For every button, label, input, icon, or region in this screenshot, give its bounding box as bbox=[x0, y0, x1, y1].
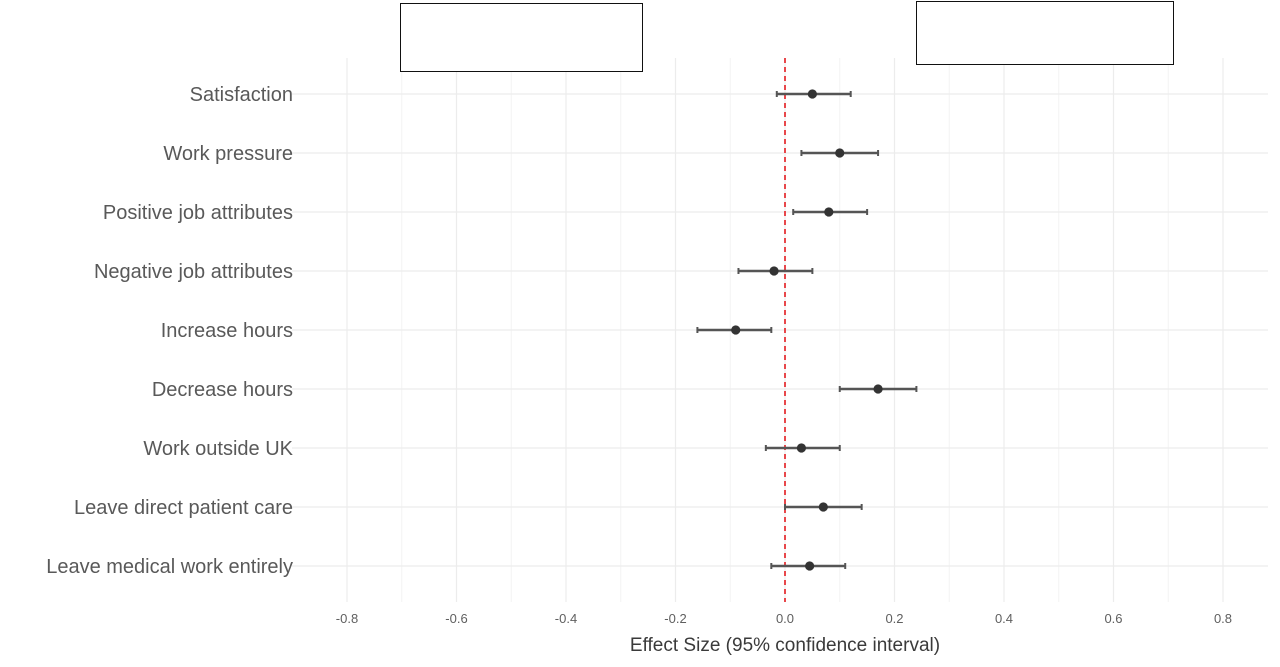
x-axis-title: Effect Size (95% confidence interval) bbox=[630, 635, 940, 656]
category-label: Leave medical work entirely bbox=[46, 556, 293, 578]
category-label: Work pressure bbox=[163, 143, 293, 165]
labels-layer: Satisfaction Work pressure Positive job at… bbox=[46, 84, 1232, 626]
estimate-point bbox=[805, 561, 815, 571]
x-tick-label: -0.2 bbox=[664, 611, 686, 626]
category-label: Positive job attributes bbox=[103, 202, 293, 224]
estimate-point bbox=[807, 89, 817, 99]
x-tick-label: 0.4 bbox=[995, 611, 1013, 626]
estimate-point bbox=[824, 207, 834, 217]
marks-layer bbox=[696, 89, 918, 571]
category-label: Leave direct patient care bbox=[74, 497, 293, 519]
category-label: Increase hours bbox=[161, 320, 293, 342]
x-tick-label: 0.6 bbox=[1104, 611, 1122, 626]
legend-box-right bbox=[916, 1, 1174, 65]
grid-layer bbox=[292, 58, 1268, 602]
category-label: Work outside UK bbox=[143, 438, 293, 460]
x-tick-label: 0.8 bbox=[1214, 611, 1232, 626]
estimate-point bbox=[769, 266, 779, 276]
category-label: Satisfaction bbox=[190, 84, 293, 106]
x-tick-label: -0.6 bbox=[445, 611, 467, 626]
category-label: Decrease hours bbox=[152, 379, 293, 401]
estimate-point bbox=[796, 443, 807, 453]
estimate-point bbox=[873, 384, 883, 394]
estimate-point bbox=[731, 325, 741, 335]
legend-box-left bbox=[400, 3, 643, 72]
estimate-point bbox=[818, 502, 828, 512]
x-tick-label: 0.0 bbox=[776, 611, 794, 626]
x-tick-label: 0.2 bbox=[885, 611, 903, 626]
x-tick-label: -0.8 bbox=[336, 611, 358, 626]
x-tick-label: -0.4 bbox=[555, 611, 577, 626]
estimate-point bbox=[835, 148, 845, 158]
category-label: Negative job attributes bbox=[94, 261, 293, 283]
